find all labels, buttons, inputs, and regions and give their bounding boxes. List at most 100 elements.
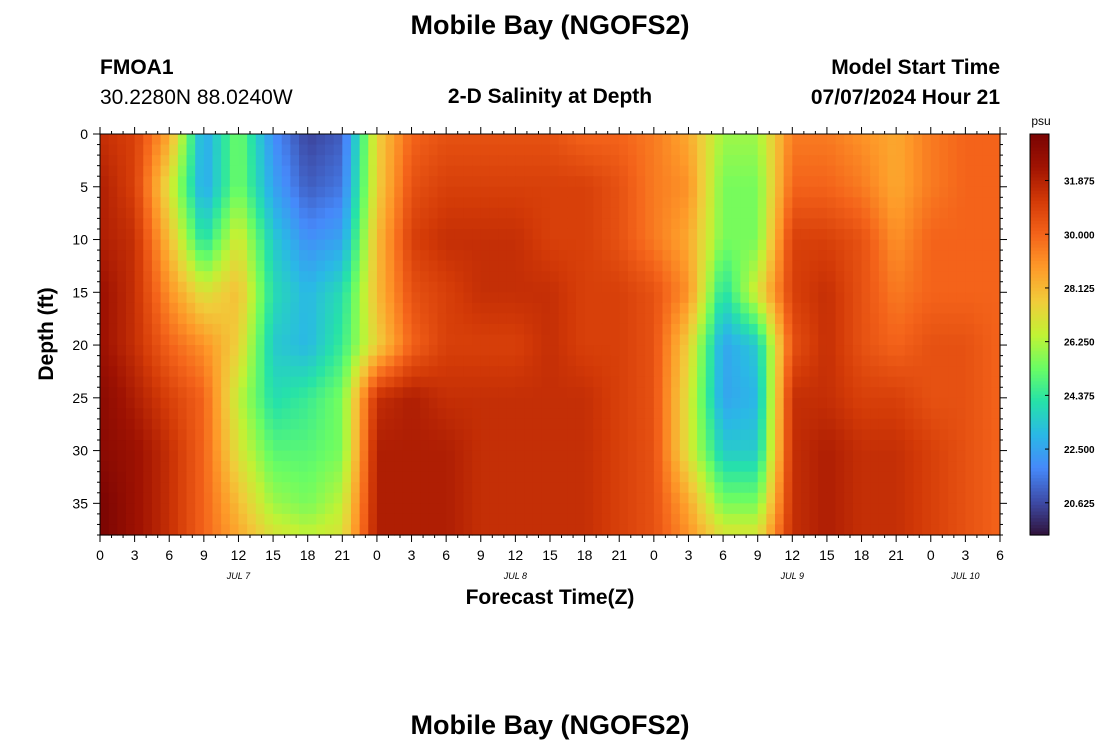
heatmap-cell (108, 418, 118, 431)
heatmap-cell (420, 281, 430, 293)
heatmap-cell (766, 197, 776, 209)
heatmap-cell (151, 492, 162, 504)
heatmap-cell (368, 144, 378, 156)
colorbar-segment (1030, 204, 1049, 209)
heatmap-cell (316, 503, 326, 515)
heatmap-cell (731, 144, 741, 156)
heatmap-cell (454, 271, 465, 283)
heatmap-cell (255, 408, 266, 420)
heatmap-cell (593, 218, 603, 230)
heatmap-cell (229, 482, 240, 494)
heatmap-cell (515, 461, 525, 473)
heatmap-cell (273, 292, 283, 304)
x-tick-label: 21 (611, 547, 627, 563)
colorbar-segment (1030, 304, 1049, 309)
heatmap-cell (100, 355, 110, 367)
heatmap-cell (662, 271, 672, 283)
heatmap-cell (125, 397, 136, 409)
heatmap-cell (221, 376, 231, 388)
heatmap-cell (281, 513, 291, 526)
heatmap-cell (498, 418, 508, 431)
heatmap-cell (601, 197, 612, 209)
heatmap-cell (550, 345, 560, 357)
colorbar: 20.62522.50024.37526.25028.12530.00031.8… (1029, 133, 1095, 536)
heatmap-cell (325, 418, 335, 431)
heatmap-cell (627, 207, 638, 220)
heatmap-cell (723, 207, 733, 220)
heatmap-cell (766, 250, 776, 262)
heatmap-cell (870, 218, 880, 230)
heatmap-cell (100, 302, 110, 314)
heatmap-cell (818, 513, 828, 526)
heatmap-cell (463, 513, 473, 526)
heatmap-cell (896, 524, 906, 536)
heatmap-cell (679, 492, 690, 504)
heatmap-cell (974, 366, 984, 378)
heatmap-cell (705, 260, 716, 272)
heatmap-cell (878, 155, 889, 167)
heatmap-cell (506, 418, 516, 431)
heatmap-cell (705, 176, 716, 188)
heatmap-cell (195, 334, 205, 346)
heatmap-cell (766, 461, 776, 473)
heatmap-cell (151, 450, 162, 462)
heatmap-cell (108, 239, 118, 251)
heatmap-cell (472, 197, 482, 209)
heatmap-cell (740, 313, 750, 325)
heatmap-cell (601, 271, 612, 283)
heatmap-cell (151, 503, 162, 515)
heatmap-cell (385, 482, 395, 494)
heatmap-cell (982, 345, 992, 357)
heatmap-cell (108, 228, 118, 241)
heatmap-cell (870, 503, 880, 515)
heatmap-cell (472, 302, 482, 314)
heatmap-cell (792, 387, 802, 399)
heatmap-cell (506, 239, 516, 251)
heatmap-cell (489, 313, 499, 325)
heatmap-cell (281, 376, 291, 388)
heatmap-cell (420, 218, 430, 230)
heatmap-cell (922, 292, 932, 304)
heatmap-cell (904, 250, 915, 262)
heatmap-cell (948, 292, 958, 304)
heatmap-cell (956, 207, 966, 220)
heatmap-cell (575, 482, 586, 494)
heatmap-cell (411, 482, 421, 494)
heatmap-cell (247, 355, 257, 367)
heatmap-cell (575, 524, 586, 536)
heatmap-cell (982, 165, 992, 177)
heatmap-cell (818, 313, 828, 325)
heatmap-cell (394, 155, 404, 167)
heatmap-cell (143, 471, 153, 483)
heatmap-cell (965, 524, 975, 536)
heatmap-cell (411, 461, 421, 473)
heatmap-cell (454, 366, 465, 378)
heatmap-cell (558, 292, 568, 304)
heatmap-cell (878, 408, 889, 420)
heatmap-cell (645, 144, 655, 156)
heatmap-cell (411, 218, 421, 230)
heatmap-cell (385, 492, 395, 504)
heatmap-cell (878, 376, 889, 388)
heatmap-cell (878, 228, 889, 241)
heatmap-cell (766, 503, 776, 515)
heatmap-cell (991, 144, 1001, 156)
heatmap-cell (125, 492, 136, 504)
heatmap-cell (350, 176, 361, 188)
heatmap-cell (212, 144, 222, 156)
heatmap-cell (532, 334, 542, 346)
heatmap-cell (350, 218, 361, 230)
heatmap-cell (627, 271, 638, 283)
heatmap-cell (896, 440, 906, 452)
heatmap-cell (610, 323, 620, 336)
heatmap-cell (264, 450, 274, 462)
heatmap-cell (645, 366, 655, 378)
heatmap-cell (151, 134, 162, 146)
heatmap-cell (731, 450, 741, 462)
heatmap-cell (299, 387, 309, 399)
heatmap-cell (575, 492, 586, 504)
heatmap-cell (619, 366, 629, 378)
heatmap-cell (697, 450, 707, 462)
heatmap-cell (679, 482, 690, 494)
heatmap-cell (697, 250, 707, 262)
